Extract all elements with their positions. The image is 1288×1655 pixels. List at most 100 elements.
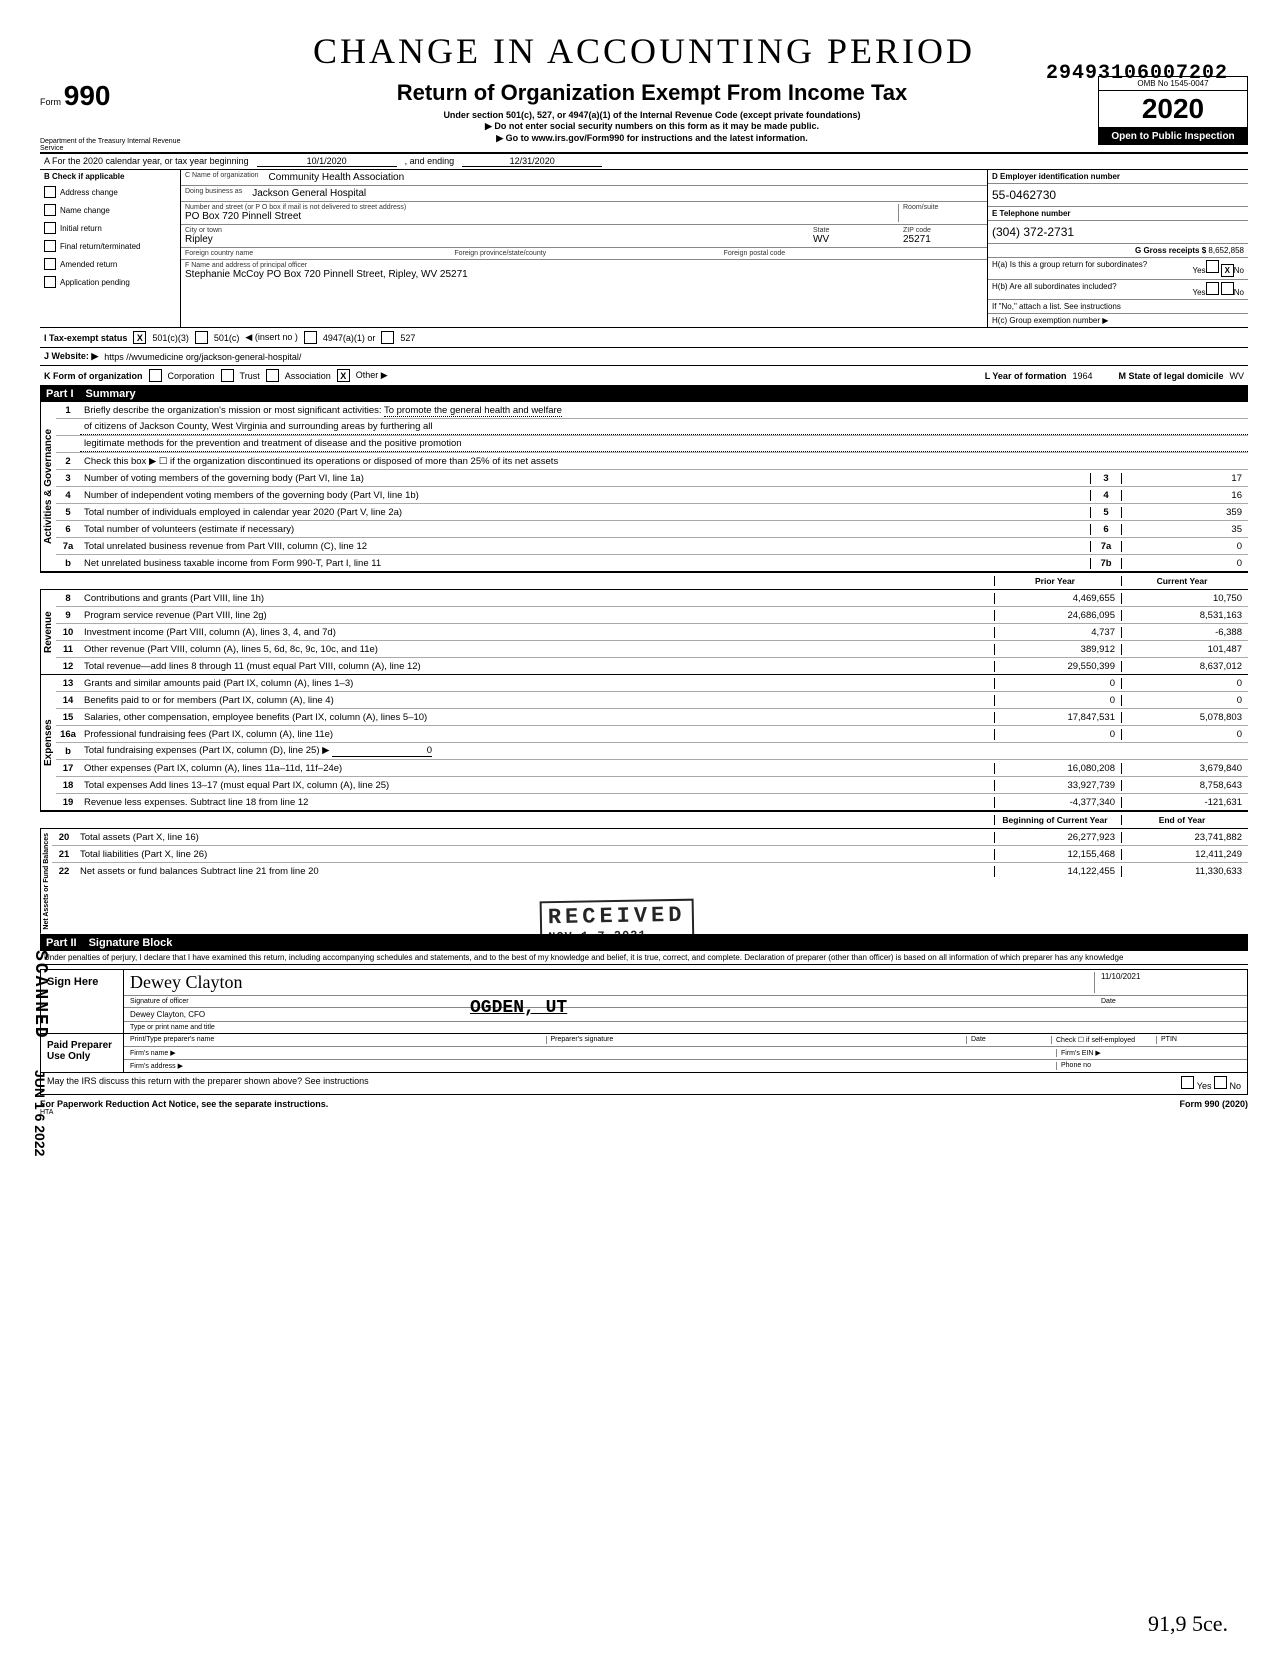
subtitle-1: Under section 501(c), 527, or 4947(a)(1)… — [212, 110, 1092, 120]
l14-c: 0 — [1121, 695, 1248, 706]
m-label: M State of legal domicile — [1118, 371, 1223, 381]
hb-note: If "No," attach a list. See instructions — [988, 300, 1248, 314]
row-a-mid: , and ending — [405, 156, 455, 167]
chk-527[interactable] — [381, 331, 394, 344]
room-label: Room/suite — [903, 204, 983, 211]
subtitle-3: ▶ Go to www.irs.gov/Form990 for instruct… — [212, 133, 1092, 144]
foreign-country-label: Foreign country name — [185, 250, 444, 257]
lbl-final-return: Final return/terminated — [60, 242, 140, 251]
chk-application-pending[interactable] — [44, 276, 56, 288]
chk-other[interactable]: X — [337, 369, 350, 382]
lbl-corp: Corporation — [168, 371, 215, 381]
chk-501c3[interactable]: X — [133, 331, 146, 344]
officer-name: Dewey Clayton, CFO — [130, 1010, 205, 1019]
foreign-postal-label: Foreign postal code — [724, 250, 983, 257]
hb-no-box[interactable] — [1221, 282, 1234, 295]
foreign-prov-label: Foreign province/state/county — [454, 250, 713, 257]
form-number: 990 — [64, 80, 111, 111]
l17-num: 17 — [56, 763, 80, 774]
lbl-address-change: Address change — [60, 188, 118, 197]
l10-desc: Investment income (Part VIII, column (A)… — [80, 625, 994, 640]
l20-num: 20 — [52, 832, 76, 843]
chk-501c[interactable] — [195, 331, 208, 344]
l22-desc: Net assets or fund balances Subtract lin… — [76, 864, 994, 879]
revenue-label: Revenue — [40, 590, 56, 674]
l22-p: 14,122,455 — [994, 866, 1121, 877]
l3-num: 3 — [56, 473, 80, 484]
name-label: C Name of organization — [185, 172, 259, 179]
chk-address-change[interactable] — [44, 186, 56, 198]
current-year-header: Current Year — [1121, 576, 1248, 586]
l11-desc: Other revenue (Part VIII, column (A), li… — [80, 642, 994, 657]
part1-title: Summary — [86, 388, 136, 400]
dba-label: Doing business as — [185, 188, 242, 195]
chk-assoc[interactable] — [266, 369, 279, 382]
l15-num: 15 — [56, 712, 80, 723]
chk-corp[interactable] — [149, 369, 162, 382]
may-irs-yes-box[interactable] — [1181, 1076, 1194, 1089]
l19-c: -121,631 — [1121, 797, 1248, 808]
ha-yes: Yes — [1192, 266, 1205, 275]
prep-check-label: Check ☐ if self-employed — [1051, 1036, 1156, 1044]
received-stamp: RECEIVED NOV 1 7 2021 — [540, 899, 694, 949]
lbl-insert: ◀ (insert no ) — [245, 332, 297, 343]
l16a-c: 0 — [1121, 729, 1248, 740]
l19-num: 19 — [56, 797, 80, 808]
l9-desc: Program service revenue (Part VIII, line… — [80, 608, 994, 623]
scan-date-stamp: JUN 1 6 2022 — [32, 1070, 48, 1156]
date-label: Date — [1101, 998, 1241, 1005]
row-k-form-org: K Form of organization Corporation Trust… — [40, 366, 1248, 386]
part2-num: Part II — [46, 937, 77, 949]
sign-here-label: Sign Here — [41, 970, 124, 1033]
lbl-amended-return: Amended return — [60, 260, 117, 269]
chk-4947[interactable] — [304, 331, 317, 344]
stamp-number: 29493106007202 — [1046, 62, 1228, 85]
ha-label: H(a) Is this a group return for subordin… — [992, 260, 1147, 277]
l13-num: 13 — [56, 678, 80, 689]
part1-num: Part I — [46, 388, 74, 400]
part2-title: Signature Block — [89, 937, 173, 949]
l14-p: 0 — [994, 695, 1121, 706]
l17-p: 16,080,208 — [994, 763, 1121, 774]
firm-name-label: Firm's name ▶ — [130, 1049, 1056, 1057]
ha-no-box[interactable]: X — [1221, 264, 1234, 277]
l7a-num: 7a — [56, 541, 80, 552]
l16b-v: 0 — [332, 745, 432, 757]
firm-ein-label: Firm's EIN ▶ — [1056, 1049, 1241, 1057]
l10-c: -6,388 — [1121, 627, 1248, 638]
l16a-desc: Professional fundraising fees (Part IX, … — [80, 727, 994, 742]
l21-p: 12,155,468 — [994, 849, 1121, 860]
l8-desc: Contributions and grants (Part VIII, lin… — [80, 591, 994, 606]
phone-label: Phone no — [1056, 1062, 1241, 1070]
paid-preparer-label: Paid Preparer Use Only — [41, 1034, 124, 1072]
may-irs-no-box[interactable] — [1214, 1076, 1227, 1089]
chk-name-change[interactable] — [44, 204, 56, 216]
open-inspection: Open to Public Inspection — [1098, 128, 1248, 145]
row-i-label: I Tax-exempt status — [44, 333, 127, 343]
zip-label: ZIP code — [903, 227, 983, 234]
sig-label-text: Signature of officer — [130, 998, 1101, 1005]
lbl-527: 527 — [400, 333, 415, 343]
received-date: NOV 1 7 2021 — [548, 928, 686, 944]
chk-trust[interactable] — [221, 369, 234, 382]
ha-yes-box[interactable] — [1206, 260, 1219, 273]
expenses-block: Expenses 13Grants and similar amounts pa… — [40, 675, 1248, 811]
l5-v: 359 — [1121, 507, 1248, 518]
l12-c: 8,637,012 — [1121, 661, 1248, 672]
handwritten-corner: 91,9 5ce. — [1148, 1611, 1228, 1637]
received-text: RECEIVED — [548, 903, 686, 930]
l3-desc: Number of voting members of the governin… — [80, 471, 1090, 486]
chk-final-return[interactable] — [44, 240, 56, 252]
chk-amended-return[interactable] — [44, 258, 56, 270]
l4-c: 4 — [1090, 490, 1121, 501]
chk-initial-return[interactable] — [44, 222, 56, 234]
state-label: State — [813, 227, 893, 234]
l21-desc: Total liabilities (Part X, line 26) — [76, 847, 994, 862]
org-name: Community Health Association — [269, 172, 405, 183]
tel-value: (304) 372-2731 — [988, 221, 1248, 244]
l16b-num: b — [56, 746, 80, 757]
lbl-trust: Trust — [240, 371, 260, 381]
col-d-right: D Employer identification number 55-0462… — [988, 170, 1248, 327]
hb-yes-box[interactable] — [1206, 282, 1219, 295]
l2-num: 2 — [56, 456, 80, 467]
